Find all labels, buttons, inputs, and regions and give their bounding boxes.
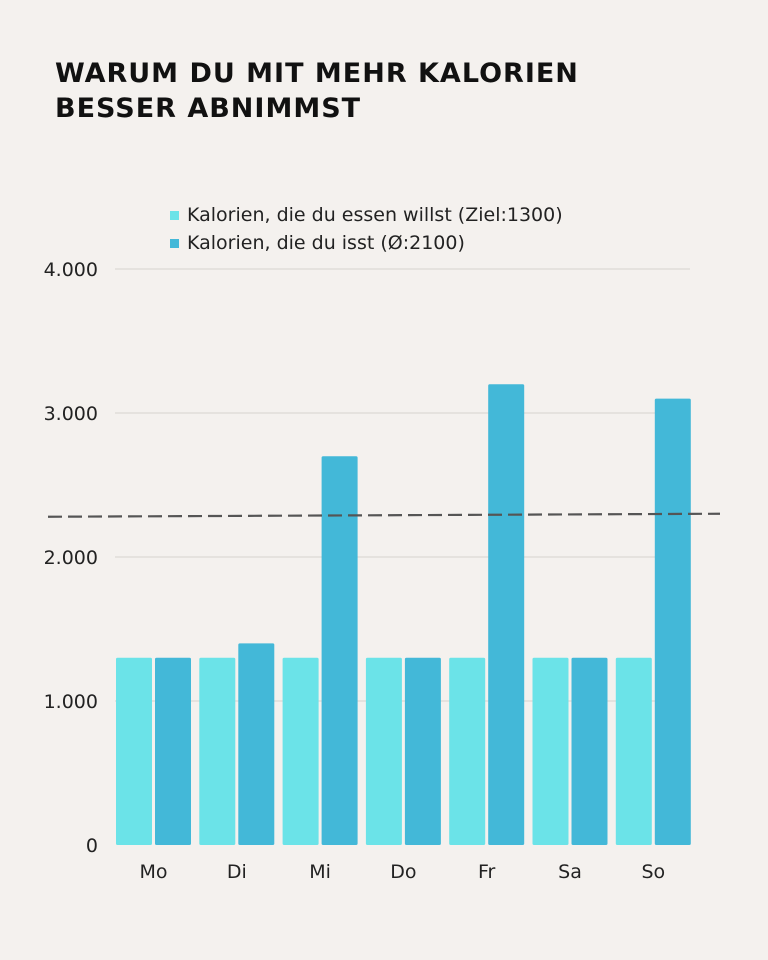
bar-so-target — [615, 657, 652, 845]
legend-label-target: Kalorien, die du essen willst (Ziel:1300… — [187, 204, 563, 226]
x-tick-label: Mo — [139, 861, 167, 883]
bar-sa-actual — [571, 657, 608, 845]
x-tick-label: Do — [390, 861, 416, 883]
y-tick-label: 0 — [86, 835, 98, 857]
legend-item-actual: Kalorien, die du isst (Ø:2100) — [170, 229, 563, 257]
bar-mi-target — [282, 657, 319, 845]
legend-label-actual: Kalorien, die du isst (Ø:2100) — [187, 232, 465, 254]
x-tick-label: Sa — [558, 861, 582, 883]
x-tick-label: Di — [227, 861, 247, 883]
bar-di-actual — [238, 643, 275, 845]
bar-sa-target — [532, 657, 569, 845]
bar-do-target — [365, 657, 402, 845]
chart-title: WARUM DU MIT MEHR KALORIEN BESSER ABNIMM… — [55, 58, 579, 124]
x-tick-label: So — [641, 861, 665, 883]
bar-so-actual — [654, 398, 691, 845]
average-reference-line — [47, 512, 721, 518]
bar-mi-actual — [321, 456, 358, 845]
legend-swatch-target — [170, 210, 179, 220]
bar-fr-target — [449, 657, 486, 845]
y-tick-label: 3.000 — [44, 403, 98, 425]
legend-swatch-actual — [170, 238, 179, 248]
bar-fr-actual — [488, 384, 525, 845]
y-tick-label: 4.000 — [44, 259, 98, 281]
x-tick-label: Fr — [478, 861, 496, 883]
bar-do-actual — [404, 657, 441, 845]
bar-mo-target — [116, 657, 152, 845]
bar-mo-actual — [155, 657, 191, 845]
x-tick-label: Mi — [309, 861, 331, 883]
bar-di-target — [199, 657, 236, 845]
legend: Kalorien, die du essen willst (Ziel:1300… — [170, 201, 563, 257]
y-tick-label: 1.000 — [44, 691, 98, 713]
y-tick-label: 2.000 — [44, 547, 98, 569]
legend-item-target: Kalorien, die du essen willst (Ziel:1300… — [170, 201, 563, 229]
